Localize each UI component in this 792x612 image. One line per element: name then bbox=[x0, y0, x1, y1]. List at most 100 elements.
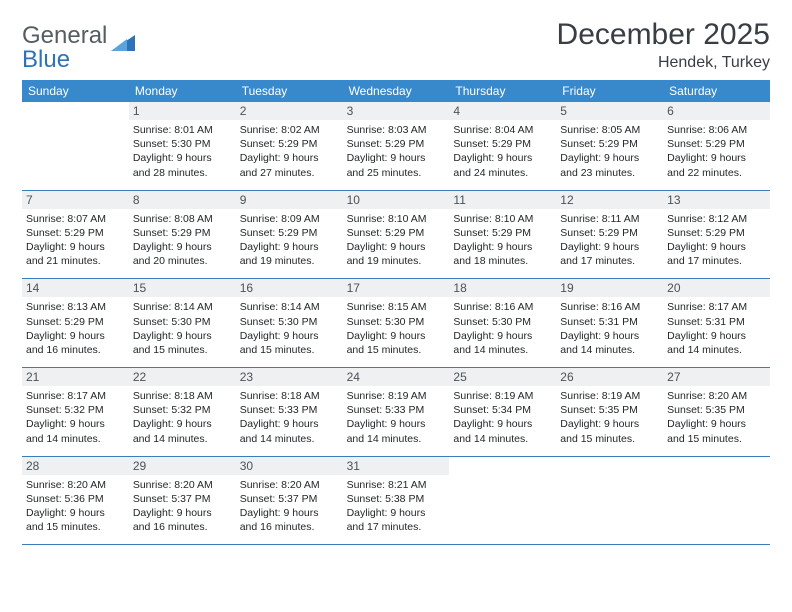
daylight-text: and 16 minutes. bbox=[133, 520, 232, 534]
sunset-text: Sunset: 5:29 PM bbox=[453, 137, 552, 151]
daylight-text: and 14 minutes. bbox=[453, 432, 552, 446]
day-number: 18 bbox=[449, 279, 556, 297]
sunrise-text: Sunrise: 8:18 AM bbox=[240, 389, 339, 403]
day-cell: 4Sunrise: 8:04 AMSunset: 5:29 PMDaylight… bbox=[449, 102, 556, 190]
day-number: 20 bbox=[663, 279, 770, 297]
sunrise-text: Sunrise: 8:09 AM bbox=[240, 212, 339, 226]
day-number: 22 bbox=[129, 368, 236, 386]
day-number: 21 bbox=[22, 368, 129, 386]
weekday-header: Saturday bbox=[663, 80, 770, 102]
day-cell: 29Sunrise: 8:20 AMSunset: 5:37 PMDayligh… bbox=[129, 457, 236, 545]
day-number: 31 bbox=[343, 457, 450, 475]
month-title: December 2025 bbox=[557, 18, 770, 52]
day-number: 8 bbox=[129, 191, 236, 209]
sunrise-text: Sunrise: 8:14 AM bbox=[240, 300, 339, 314]
daylight-text: Daylight: 9 hours bbox=[560, 417, 659, 431]
day-number: 26 bbox=[556, 368, 663, 386]
day-number: 17 bbox=[343, 279, 450, 297]
weekday-header: Monday bbox=[129, 80, 236, 102]
day-cell: 12Sunrise: 8:11 AMSunset: 5:29 PMDayligh… bbox=[556, 191, 663, 279]
sunset-text: Sunset: 5:29 PM bbox=[240, 137, 339, 151]
sunset-text: Sunset: 5:33 PM bbox=[347, 403, 446, 417]
sunset-text: Sunset: 5:29 PM bbox=[560, 226, 659, 240]
day-number: 16 bbox=[236, 279, 343, 297]
daylight-text: and 14 minutes. bbox=[453, 343, 552, 357]
day-number: 25 bbox=[449, 368, 556, 386]
day-cell: 13Sunrise: 8:12 AMSunset: 5:29 PMDayligh… bbox=[663, 191, 770, 279]
sunrise-text: Sunrise: 8:02 AM bbox=[240, 123, 339, 137]
sunset-text: Sunset: 5:31 PM bbox=[667, 315, 766, 329]
day-number: 1 bbox=[129, 102, 236, 120]
sunrise-text: Sunrise: 8:15 AM bbox=[347, 300, 446, 314]
weeks-grid: 1Sunrise: 8:01 AMSunset: 5:30 PMDaylight… bbox=[22, 102, 770, 545]
sunrise-text: Sunrise: 8:06 AM bbox=[667, 123, 766, 137]
day-number: 15 bbox=[129, 279, 236, 297]
daylight-text: and 23 minutes. bbox=[560, 166, 659, 180]
daylight-text: Daylight: 9 hours bbox=[560, 329, 659, 343]
title-block: December 2025 Hendek, Turkey bbox=[557, 18, 770, 72]
daylight-text: and 14 minutes. bbox=[667, 343, 766, 357]
day-number: 4 bbox=[449, 102, 556, 120]
logo-text-1: General bbox=[22, 22, 107, 49]
daylight-text: Daylight: 9 hours bbox=[26, 417, 125, 431]
sunset-text: Sunset: 5:33 PM bbox=[240, 403, 339, 417]
day-number: 2 bbox=[236, 102, 343, 120]
day-cell: 9Sunrise: 8:09 AMSunset: 5:29 PMDaylight… bbox=[236, 191, 343, 279]
day-cell: 26Sunrise: 8:19 AMSunset: 5:35 PMDayligh… bbox=[556, 368, 663, 456]
daylight-text: and 28 minutes. bbox=[133, 166, 232, 180]
day-number: 19 bbox=[556, 279, 663, 297]
daylight-text: Daylight: 9 hours bbox=[347, 506, 446, 520]
daylight-text: Daylight: 9 hours bbox=[240, 506, 339, 520]
daylight-text: Daylight: 9 hours bbox=[453, 417, 552, 431]
day-number: 30 bbox=[236, 457, 343, 475]
daylight-text: Daylight: 9 hours bbox=[453, 240, 552, 254]
day-cell: 25Sunrise: 8:19 AMSunset: 5:34 PMDayligh… bbox=[449, 368, 556, 456]
daylight-text: Daylight: 9 hours bbox=[133, 240, 232, 254]
daylight-text: Daylight: 9 hours bbox=[347, 240, 446, 254]
daylight-text: Daylight: 9 hours bbox=[26, 240, 125, 254]
day-cell: 30 Sunrise: 8:20 AMSunset: 5:37 PMDayligh… bbox=[236, 457, 343, 545]
daylight-text: and 17 minutes. bbox=[560, 254, 659, 268]
daylight-text: Daylight: 9 hours bbox=[347, 329, 446, 343]
day-cell: 3Sunrise: 8:03 AMSunset: 5:29 PMDaylight… bbox=[343, 102, 450, 190]
sunrise-text: Sunrise: 8:20 AM bbox=[240, 478, 339, 492]
day-cell: 31Sunrise: 8:21 AMSunset: 5:38 PMDayligh… bbox=[343, 457, 450, 545]
day-cell: 28Sunrise: 8:20 AMSunset: 5:36 PMDayligh… bbox=[22, 457, 129, 545]
logo-triangle-icon bbox=[111, 33, 137, 58]
week-row: 28Sunrise: 8:20 AMSunset: 5:36 PMDayligh… bbox=[22, 457, 770, 546]
sunrise-text: Sunrise: 8:08 AM bbox=[133, 212, 232, 226]
sunrise-text: Sunrise: 8:03 AM bbox=[347, 123, 446, 137]
sunset-text: Sunset: 5:30 PM bbox=[133, 315, 232, 329]
weekday-header: Sunday bbox=[22, 80, 129, 102]
daylight-text: and 14 minutes. bbox=[347, 432, 446, 446]
day-number: 7 bbox=[22, 191, 129, 209]
weekday-header-row: Sunday Monday Tuesday Wednesday Thursday… bbox=[22, 80, 770, 102]
sunset-text: Sunset: 5:37 PM bbox=[240, 492, 339, 506]
weekday-header: Tuesday bbox=[236, 80, 343, 102]
week-row: 21Sunrise: 8:17 AMSunset: 5:32 PMDayligh… bbox=[22, 368, 770, 457]
day-number: 14 bbox=[22, 279, 129, 297]
sunset-text: Sunset: 5:31 PM bbox=[560, 315, 659, 329]
daylight-text: Daylight: 9 hours bbox=[560, 240, 659, 254]
header: General Blue December 2025 Hendek, Turke… bbox=[22, 18, 770, 72]
weekday-header: Wednesday bbox=[343, 80, 450, 102]
day-cell: 8Sunrise: 8:08 AMSunset: 5:29 PMDaylight… bbox=[129, 191, 236, 279]
day-number: 13 bbox=[663, 191, 770, 209]
empty-day-cell bbox=[449, 457, 556, 545]
day-cell: 14Sunrise: 8:13 AMSunset: 5:29 PMDayligh… bbox=[22, 279, 129, 367]
sunrise-text: Sunrise: 8:12 AM bbox=[667, 212, 766, 226]
day-cell: 15Sunrise: 8:14 AMSunset: 5:30 PMDayligh… bbox=[129, 279, 236, 367]
daylight-text: and 18 minutes. bbox=[453, 254, 552, 268]
sunset-text: Sunset: 5:30 PM bbox=[453, 315, 552, 329]
day-number: 23 bbox=[236, 368, 343, 386]
sunset-text: Sunset: 5:30 PM bbox=[347, 315, 446, 329]
calendar-page: General Blue December 2025 Hendek, Turke… bbox=[0, 0, 792, 563]
daylight-text: and 15 minutes. bbox=[560, 432, 659, 446]
day-cell: 23Sunrise: 8:18 AMSunset: 5:33 PMDayligh… bbox=[236, 368, 343, 456]
daylight-text: and 16 minutes. bbox=[26, 343, 125, 357]
sunset-text: Sunset: 5:29 PM bbox=[667, 226, 766, 240]
sunrise-text: Sunrise: 8:19 AM bbox=[347, 389, 446, 403]
day-cell: 11Sunrise: 8:10 AMSunset: 5:29 PMDayligh… bbox=[449, 191, 556, 279]
day-number: 6 bbox=[663, 102, 770, 120]
sunset-text: Sunset: 5:29 PM bbox=[560, 137, 659, 151]
